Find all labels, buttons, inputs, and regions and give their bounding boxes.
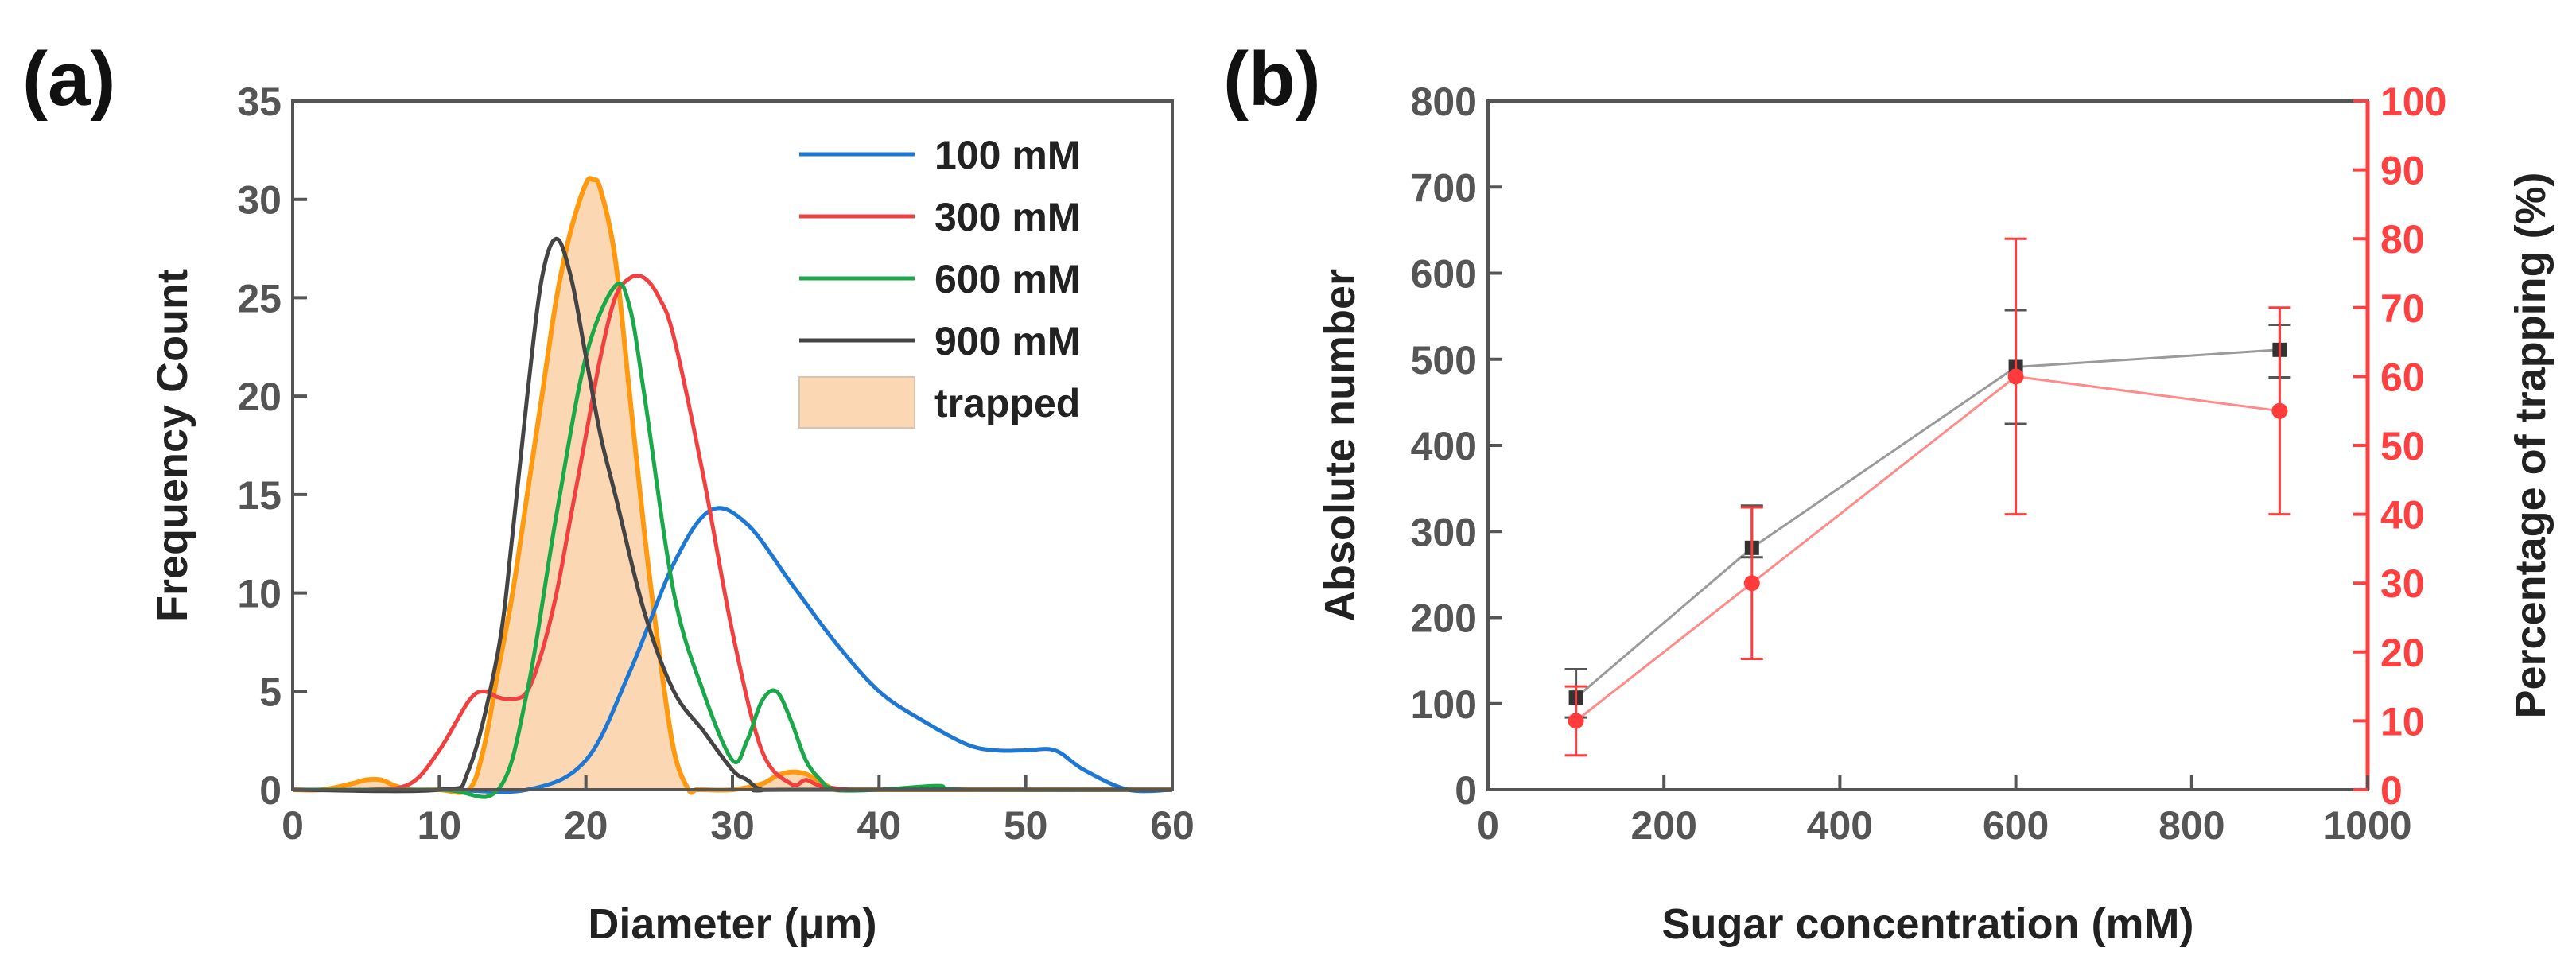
x-tick-label: 400 [1807, 803, 1873, 848]
x-tick-label: 30 [710, 803, 755, 848]
x-tick-label: 600 [1983, 803, 2049, 848]
y2-tick-label: 90 [2380, 149, 2425, 193]
panel-b: (b) 0 200 400 600 800 1000 010020030040050060… [1223, 37, 2555, 948]
y2-tick-label: 30 [2380, 561, 2425, 606]
y-tick-label: 800 [1411, 80, 1477, 124]
y-tick-label: 10 [237, 572, 282, 616]
legend-label: 600 mM [934, 257, 1080, 301]
y-tick-label: 700 [1411, 165, 1477, 210]
x-tick-label: 10 [418, 803, 462, 848]
y-tick-label: 600 [1411, 252, 1477, 297]
b-y-axis-right: 0 10 20 30 40 50 60 70 80 90 100 [2353, 80, 2446, 813]
series-line-900-mm [292, 236, 1172, 794]
data-point-circle [2007, 368, 2024, 385]
trapped-area [293, 178, 1172, 793]
y-tick-label: 300 [1411, 510, 1477, 554]
x-tick-label: 1000 [2323, 803, 2411, 848]
y-tick-label: 500 [1411, 338, 1477, 383]
y-tick-label: 400 [1411, 424, 1477, 468]
y-tick-label: 200 [1411, 596, 1477, 641]
legend-label: 900 mM [934, 319, 1080, 363]
y2-tick-label: 10 [2380, 699, 2425, 744]
series-line-100-mm [292, 506, 1173, 794]
series-line-percentage [1575, 375, 2280, 722]
y-tick-label: 35 [237, 80, 282, 124]
y2-tick-label: 60 [2380, 355, 2425, 399]
y-tick-label: 30 [237, 178, 282, 223]
b-y-axis-left: 0 100 200 300 400 500 600 700 800 [1411, 80, 1502, 813]
x-tick-label: 0 [1477, 803, 1499, 848]
y2-tick-label: 20 [2380, 631, 2425, 675]
y-tick-label: 25 [237, 276, 282, 321]
legend-label: trapped [934, 381, 1080, 425]
legend-swatch-trapped [798, 376, 915, 429]
y2-tick-label: 0 [2380, 768, 2403, 813]
a-y-axis-title: Frequency Count [149, 269, 196, 622]
x-tick-label: 200 [1630, 803, 1696, 848]
y-tick-label: 20 [237, 375, 282, 419]
legend-label: 300 mM [934, 195, 1080, 239]
data-point-circle [2271, 402, 2288, 419]
y2-tick-label: 80 [2380, 217, 2425, 262]
x-tick-label: 0 [282, 803, 304, 848]
y-tick-label: 0 [259, 768, 282, 813]
y-tick-label: 0 [1455, 768, 1477, 813]
y2-tick-label: 40 [2380, 493, 2425, 538]
y-tick-label: 15 [237, 473, 282, 518]
series-line-absolute [1575, 348, 2280, 699]
y-tick-label: 5 [259, 670, 282, 714]
b-x-axis: 0 200 400 600 800 1000 [1477, 775, 2412, 848]
a-x-axis: 0 10 20 30 40 50 60 [282, 775, 1195, 848]
panel-a: (a) 0 10 20 30 40 50 60 0 5 10 15 20 25 30 35 Diamete… [22, 37, 1195, 948]
panel-a-label: (a) [22, 37, 115, 122]
x-tick-label: 800 [2158, 803, 2224, 848]
b-y2-axis-title: Percentage of trapping (%) [2507, 172, 2555, 718]
panel-b-label: (b) [1223, 37, 1321, 122]
a-y-axis: 0 5 10 15 20 25 30 35 [237, 80, 307, 813]
x-tick-label: 60 [1150, 803, 1195, 848]
y-tick-label: 100 [1411, 682, 1477, 727]
x-tick-label: 20 [564, 803, 608, 848]
b-series-layer [1564, 237, 2291, 757]
a-legend: 100 mM 300 mM 600 mM 900 mM trapped [798, 133, 1080, 429]
y2-tick-label: 70 [2380, 286, 2425, 331]
y2-tick-label: 50 [2380, 424, 2425, 468]
y2-tick-label: 100 [2380, 80, 2446, 124]
data-point-circle [1568, 713, 1584, 729]
legend-label: 100 mM [934, 133, 1080, 177]
b-y-axis-title: Absolute number [1316, 269, 1364, 622]
b-x-axis-title: Sugar concentration (mM) [1661, 900, 2193, 948]
x-tick-label: 40 [857, 803, 902, 848]
data-point-circle [1743, 575, 1760, 592]
x-tick-label: 50 [1004, 803, 1048, 848]
a-x-axis-title: Diameter (μm) [588, 900, 876, 948]
